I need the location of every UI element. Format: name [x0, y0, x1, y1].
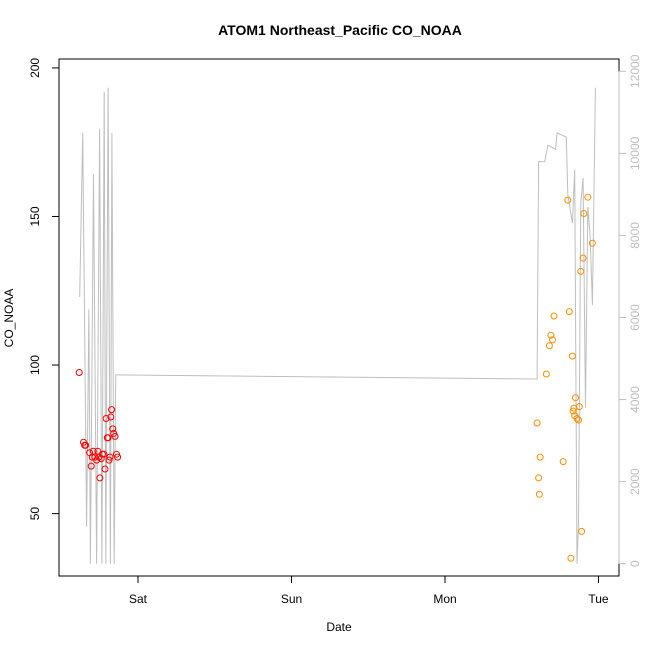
data-point: [578, 527, 586, 535]
data-point: [564, 196, 572, 204]
data-point: [550, 312, 558, 320]
data-point: [584, 193, 592, 201]
y2-tick-label: 8000: [628, 222, 642, 249]
data-point: [101, 465, 109, 473]
data-point: [579, 254, 587, 262]
data-point: [573, 415, 581, 422]
y-axis: 50 100 150 200: [28, 58, 60, 521]
y2-tick-label: 10000: [628, 136, 642, 170]
data-point: [102, 415, 110, 422]
data-point: [568, 352, 576, 360]
y2-tick-label: 0: [628, 560, 642, 567]
y-axis-label: CO_NOAA: [2, 289, 16, 348]
data-point: [536, 453, 544, 461]
data-point: [542, 370, 550, 378]
y2-axis: 0 2000 4000 6000 8000 10000 12000: [618, 54, 642, 567]
data-point: [114, 453, 122, 461]
data-point: [82, 441, 90, 449]
x-tick-label: Sun: [281, 592, 302, 606]
points-layer: [75, 193, 596, 562]
x-axis-label: Date: [326, 620, 352, 634]
plot-frame: [58, 58, 620, 577]
data-point: [87, 462, 95, 470]
data-point: [580, 210, 588, 217]
data-point: [109, 425, 117, 433]
y2-tick-label: 6000: [628, 304, 642, 331]
data-point: [565, 308, 573, 316]
y-tick-label: 150: [28, 206, 42, 226]
data-point: [535, 490, 543, 498]
y-tick-label: 50: [28, 507, 42, 521]
data-point: [106, 453, 114, 461]
data-point: [575, 416, 582, 424]
data-point: [547, 331, 555, 339]
chart-title: ATOM1 Northeast_Pacific CO_NOAA: [218, 22, 462, 38]
y2-tick-label: 2000: [628, 468, 642, 495]
data-point: [105, 456, 113, 464]
x-tick-label: Mon: [433, 592, 456, 606]
data-point: [545, 342, 553, 350]
data-point: [96, 474, 104, 482]
data-point: [575, 403, 583, 411]
data-point: [111, 432, 119, 440]
data-point: [567, 554, 575, 562]
data-point: [559, 458, 567, 466]
data-point: [104, 434, 112, 442]
x-axis: Sat Sun Mon Tue: [129, 575, 609, 606]
y-tick-label: 100: [28, 355, 42, 375]
data-point: [577, 267, 585, 275]
data-point: [569, 407, 577, 415]
secondary-series-line: [79, 87, 596, 564]
x-tick-label: Sat: [129, 592, 148, 606]
data-point: [108, 406, 116, 414]
data-point: [533, 419, 541, 427]
data-point: [588, 239, 596, 247]
secondary-series-layer: [79, 87, 596, 564]
data-point: [549, 336, 556, 344]
data-point: [535, 474, 543, 482]
data-point: [100, 450, 108, 458]
data-point: [107, 413, 115, 421]
y-tick-label: 200: [28, 58, 42, 78]
y2-tick-label: 12000: [628, 54, 642, 88]
data-point: [75, 369, 83, 376]
y2-tick-label: 4000: [628, 386, 642, 413]
data-point: [572, 394, 579, 402]
x-tick-label: Tue: [588, 592, 609, 606]
